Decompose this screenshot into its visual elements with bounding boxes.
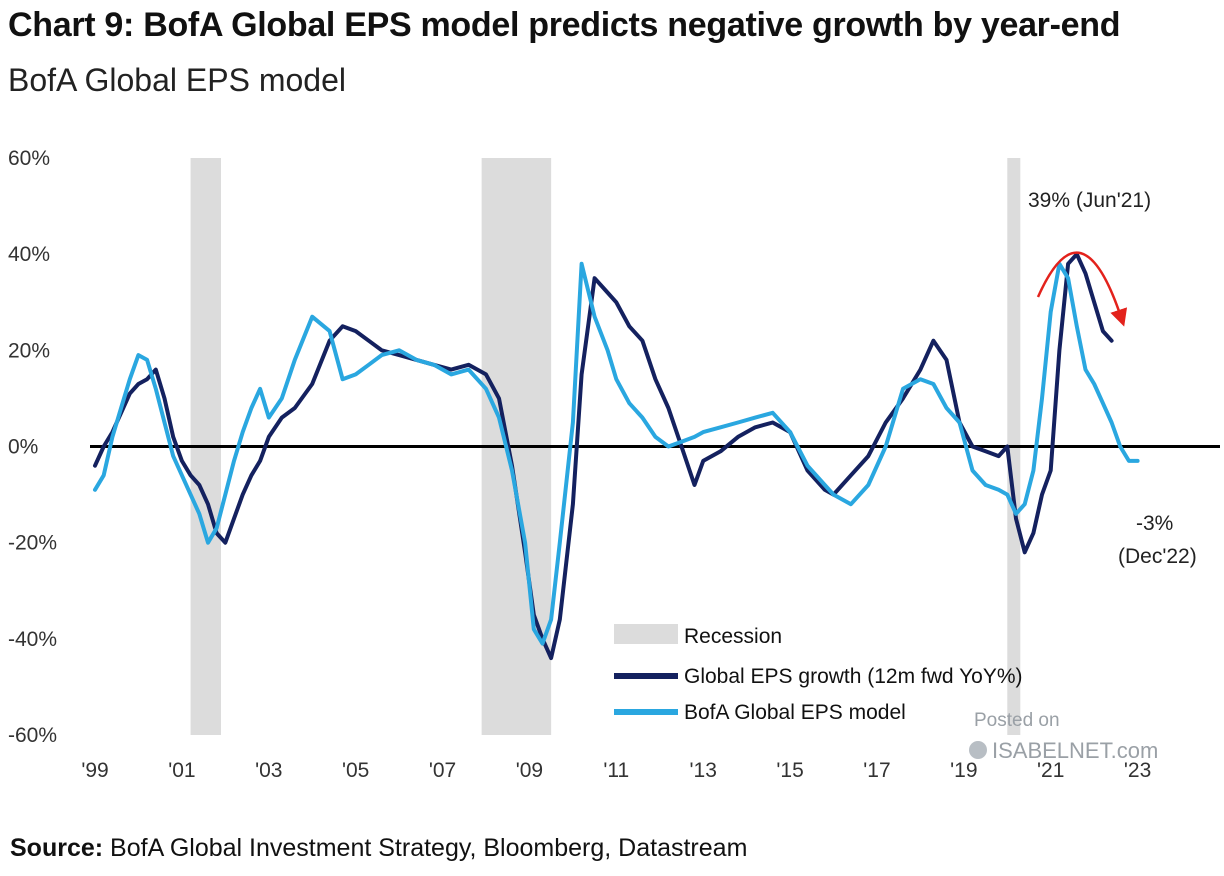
x-tick-label: '19	[950, 759, 977, 782]
x-tick-label: '99	[81, 759, 108, 782]
chart-title: Chart 9: BofA Global EPS model predicts …	[8, 6, 1121, 44]
x-tick-label: '13	[690, 759, 717, 782]
y-tick-label: 0%	[8, 436, 38, 459]
y-tick-label: -60%	[8, 724, 57, 747]
source-note: Source: BofA Global Investment Strategy,…	[10, 834, 747, 863]
legend-swatch-recession	[614, 624, 678, 644]
source-label: Source:	[10, 834, 104, 862]
x-tick-label: '05	[342, 759, 369, 782]
x-tick-label: '09	[516, 759, 543, 782]
x-tick-label: '21	[1037, 759, 1064, 782]
x-tick-label: '15	[776, 759, 803, 782]
series-line-eps-growth	[93, 252, 1114, 661]
chart-subtitle: BofA Global EPS model	[8, 62, 346, 98]
legend: Recession Global EPS growth (12m fwd YoY…	[614, 624, 1023, 724]
x-tick-label: '11	[603, 759, 629, 782]
legend-label-eps-growth: Global EPS growth (12m fwd YoY%)	[684, 665, 1023, 688]
x-tick-label: '17	[863, 759, 890, 782]
y-tick-label: -20%	[8, 532, 57, 555]
eps-line-chart: 60%40%20%0%-20%-40%-60% '99'01'03'05'07 '…	[8, 147, 1220, 782]
watermark: Posted on ISABELNET.com	[969, 710, 1158, 763]
y-tick-label: 40%	[8, 243, 50, 266]
isabelnet-logo-icon	[969, 741, 987, 759]
legend-label-recession: Recession	[684, 625, 782, 648]
x-tick-label: '03	[255, 759, 282, 782]
series-lines	[93, 252, 1140, 661]
x-tick-label: '01	[168, 759, 195, 782]
source-text: BofA Global Investment Strategy, Bloombe…	[110, 834, 748, 862]
x-tick-label: '23	[1124, 759, 1151, 782]
y-tick-label: 20%	[8, 339, 50, 362]
end-annotation-date: (Dec'22)	[1118, 545, 1197, 568]
peak-arrow	[1036, 251, 1128, 327]
watermark-line1: Posted on	[974, 710, 1060, 731]
end-annotation-value: -3%	[1136, 512, 1173, 535]
peak-annotation: 39% (Jun'21)	[1028, 189, 1151, 212]
legend-label-model: BofA Global EPS model	[684, 701, 906, 724]
series-line-model	[93, 261, 1140, 646]
y-tick-label: 60%	[8, 147, 50, 170]
x-axis: '99 '01 '03 '05 '07 '09 '11 '13 '15 '17 '19 '21 '23	[81, 759, 1151, 782]
y-axis: 60% 40% 20% 0% -20% -40% -60%	[8, 147, 57, 747]
y-tick-label: -40%	[8, 628, 57, 651]
x-tick-label: '07	[429, 759, 456, 782]
watermark-line2: ISABELNET.com	[992, 738, 1158, 763]
